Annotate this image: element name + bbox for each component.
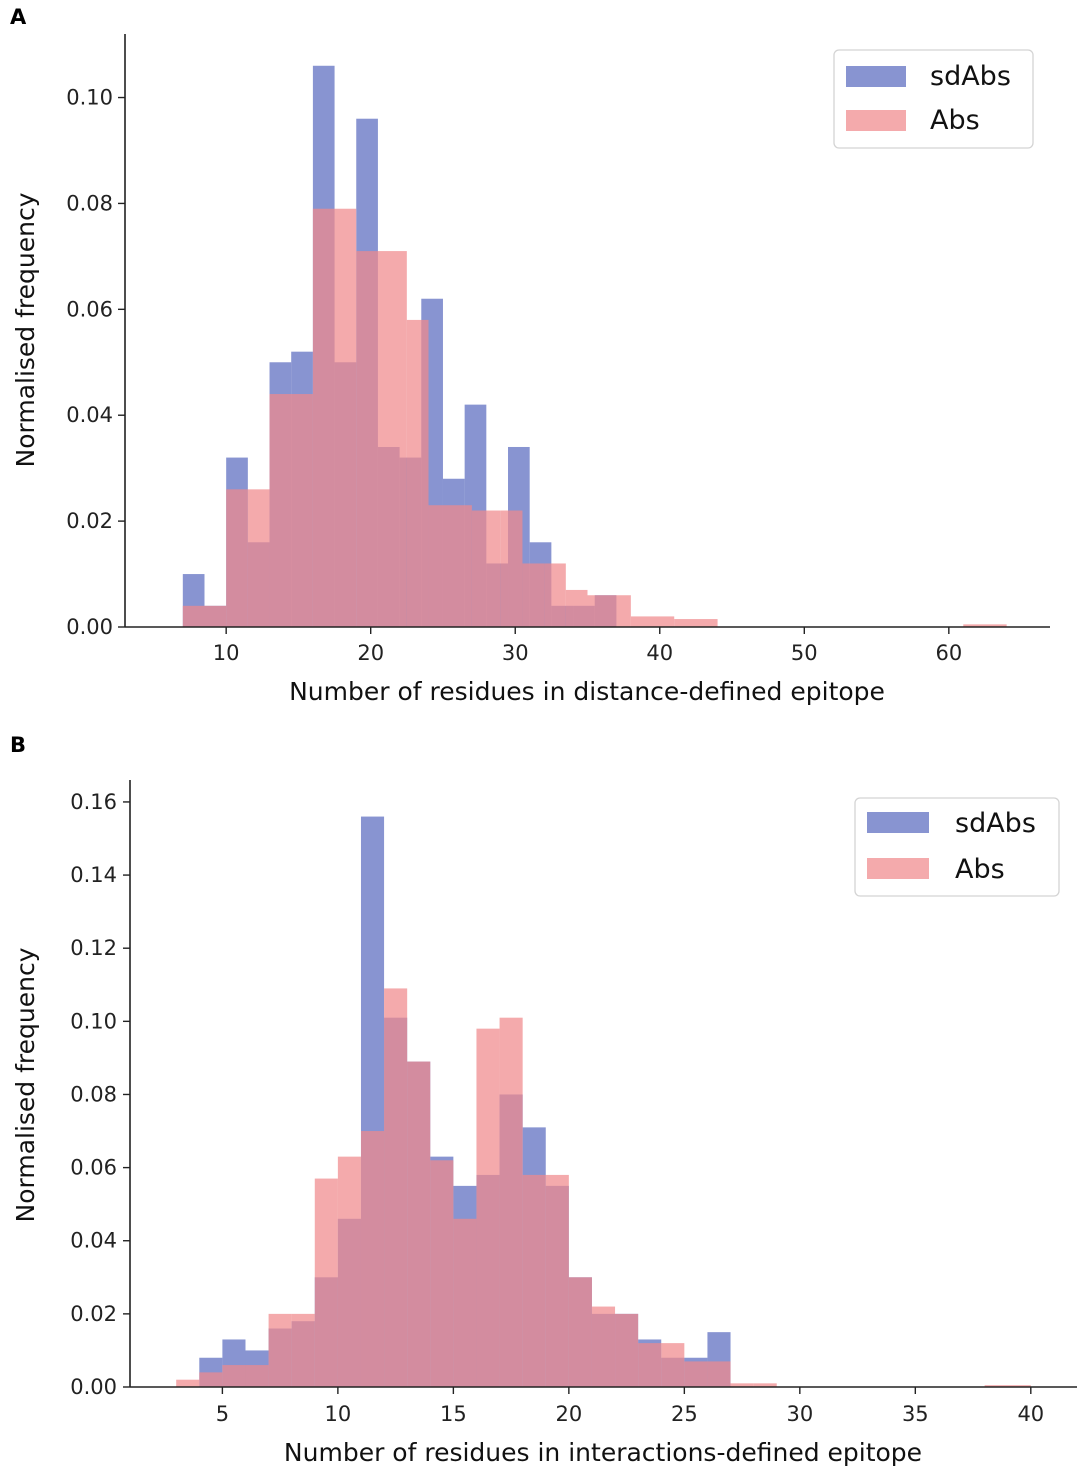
x-tick-label: 10 [325,1402,352,1426]
histogram-bars [176,816,1031,1387]
y-tick-label: 0.14 [70,863,117,887]
bar-abs-25 [753,1383,777,1387]
x-tick-label: 30 [502,641,529,665]
x-tick-label: 10 [213,641,240,665]
x-axis-ticks: 5 10 15 20 25 30 35 40 [216,1387,1044,1426]
y-tick-label: 0.04 [66,403,113,427]
x-tick-label: 30 [786,1402,813,1426]
bar-abs-18 [591,1306,616,1387]
bar-abs-1 [199,1372,223,1387]
x-axis-label: Number of residues in interactions-defin… [284,1438,922,1467]
bar-abs-17 [568,1277,592,1387]
legend: sdAbs Abs [833,49,1034,149]
x-axis-ticks: 10 20 30 40 50 60 [213,627,962,665]
bar-abs-4 [312,208,357,628]
bar-abs-0 [182,605,227,627]
y-tick-label: 0.08 [70,1082,117,1106]
bar-abs-9 [384,988,408,1387]
bar-abs-8 [360,1131,385,1387]
bar-abs-8 [471,510,501,627]
bar-abs-13 [587,595,631,627]
legend-label-abs: Abs [955,854,1005,885]
bar-abs-2 [247,489,270,627]
bar-abs-19 [615,1313,639,1387]
y-tick-label: 0.10 [70,1009,117,1033]
bar-abs-5 [356,251,407,627]
bar-abs-15 [674,619,718,627]
legend-swatch-abs [846,110,906,131]
x-tick-label: 5 [216,1402,229,1426]
bar-abs-21 [661,1343,685,1387]
legend-swatch-abs [867,858,929,879]
bar-abs-12 [453,1218,477,1387]
bar-abs-3 [269,394,313,627]
panel-b: B 0.00 0.02 0.04 0.06 0.08 0.10 0.12 0.14 0.16 5… [10,733,1077,1467]
y-tick-label: 0.00 [66,615,113,639]
panel-letter: A [10,5,27,29]
bar-abs-22 [684,1361,708,1387]
bar-abs-6 [314,1178,338,1387]
y-axis-label: Normalised frequency [11,192,40,467]
y-axis-ticks: 0.00 0.02 0.04 0.06 0.08 0.10 0.12 0.14 0.16 [70,790,130,1399]
legend-label-sdabs: sdAbs [930,61,1011,92]
y-tick-label: 0.08 [66,191,113,215]
y-tick-label: 0.06 [66,297,113,321]
panel-a: A 0.000.020.040.060.080.10 10 20 30 40 50 60 … [10,5,1050,706]
x-tick-label: 40 [1017,1402,1044,1426]
bar-abs-16 [963,624,1007,627]
legend: sdAbs Abs [854,797,1060,897]
y-tick-label: 0.10 [66,86,113,110]
y-tick-label: 0.16 [70,790,117,814]
bar-abs-3 [245,1365,269,1387]
bar-abs-14 [630,616,675,627]
x-tick-label: 25 [671,1402,698,1426]
x-tick-label: 15 [440,1402,467,1426]
x-tick-label: 60 [935,641,962,665]
bar-abs-6 [406,319,429,627]
bar-abs-20 [638,1343,662,1387]
legend-label-abs: Abs [930,105,980,136]
bar-abs-13 [476,1028,500,1387]
legend-swatch-sdabs [867,812,929,833]
x-tick-label: 50 [791,641,818,665]
bar-abs-7 [337,1156,361,1387]
bar-abs-15 [522,1174,546,1387]
bar-abs-24 [730,1383,754,1387]
bar-abs-26 [984,1385,1031,1387]
bar-abs-14 [499,1017,523,1387]
bar-abs-23 [707,1361,731,1387]
bar-abs-10 [522,563,545,627]
legend-swatch-sdabs [846,66,906,87]
bar-abs-5 [291,1313,315,1387]
y-tick-label: 0.12 [70,936,117,960]
y-axis-label: Normalised frequency [11,947,40,1222]
bar-abs-11 [430,1160,454,1387]
bar-abs-16 [545,1174,569,1387]
x-tick-label: 20 [357,641,384,665]
y-tick-label: 0.02 [66,509,113,533]
bar-abs-10 [407,1061,431,1387]
panel-letter: B [10,733,26,757]
x-tick-label: 20 [555,1402,582,1426]
bar-abs-4 [268,1313,292,1387]
bar-abs-1 [226,489,248,627]
y-tick-label: 0.02 [70,1302,117,1326]
histogram-bars [182,65,1007,628]
legend-label-sdabs: sdAbs [955,808,1036,839]
bar-abs-0 [176,1379,200,1387]
y-tick-label: 0.04 [70,1229,117,1253]
x-tick-label: 40 [646,641,673,665]
bar-abs-9 [500,510,523,627]
y-tick-label: 0.06 [70,1156,117,1180]
bar-abs-12 [565,589,588,627]
bar-abs-11 [544,563,566,627]
x-axis-label: Number of residues in distance-defined e… [289,677,885,706]
bar-abs-7 [428,505,472,627]
bar-abs-2 [222,1365,246,1387]
y-tick-label: 0.00 [70,1375,117,1399]
y-axis-ticks: 0.00 0.02 0.04 0.06 0.08 0.10 [66,86,125,639]
x-tick-label: 35 [902,1402,929,1426]
